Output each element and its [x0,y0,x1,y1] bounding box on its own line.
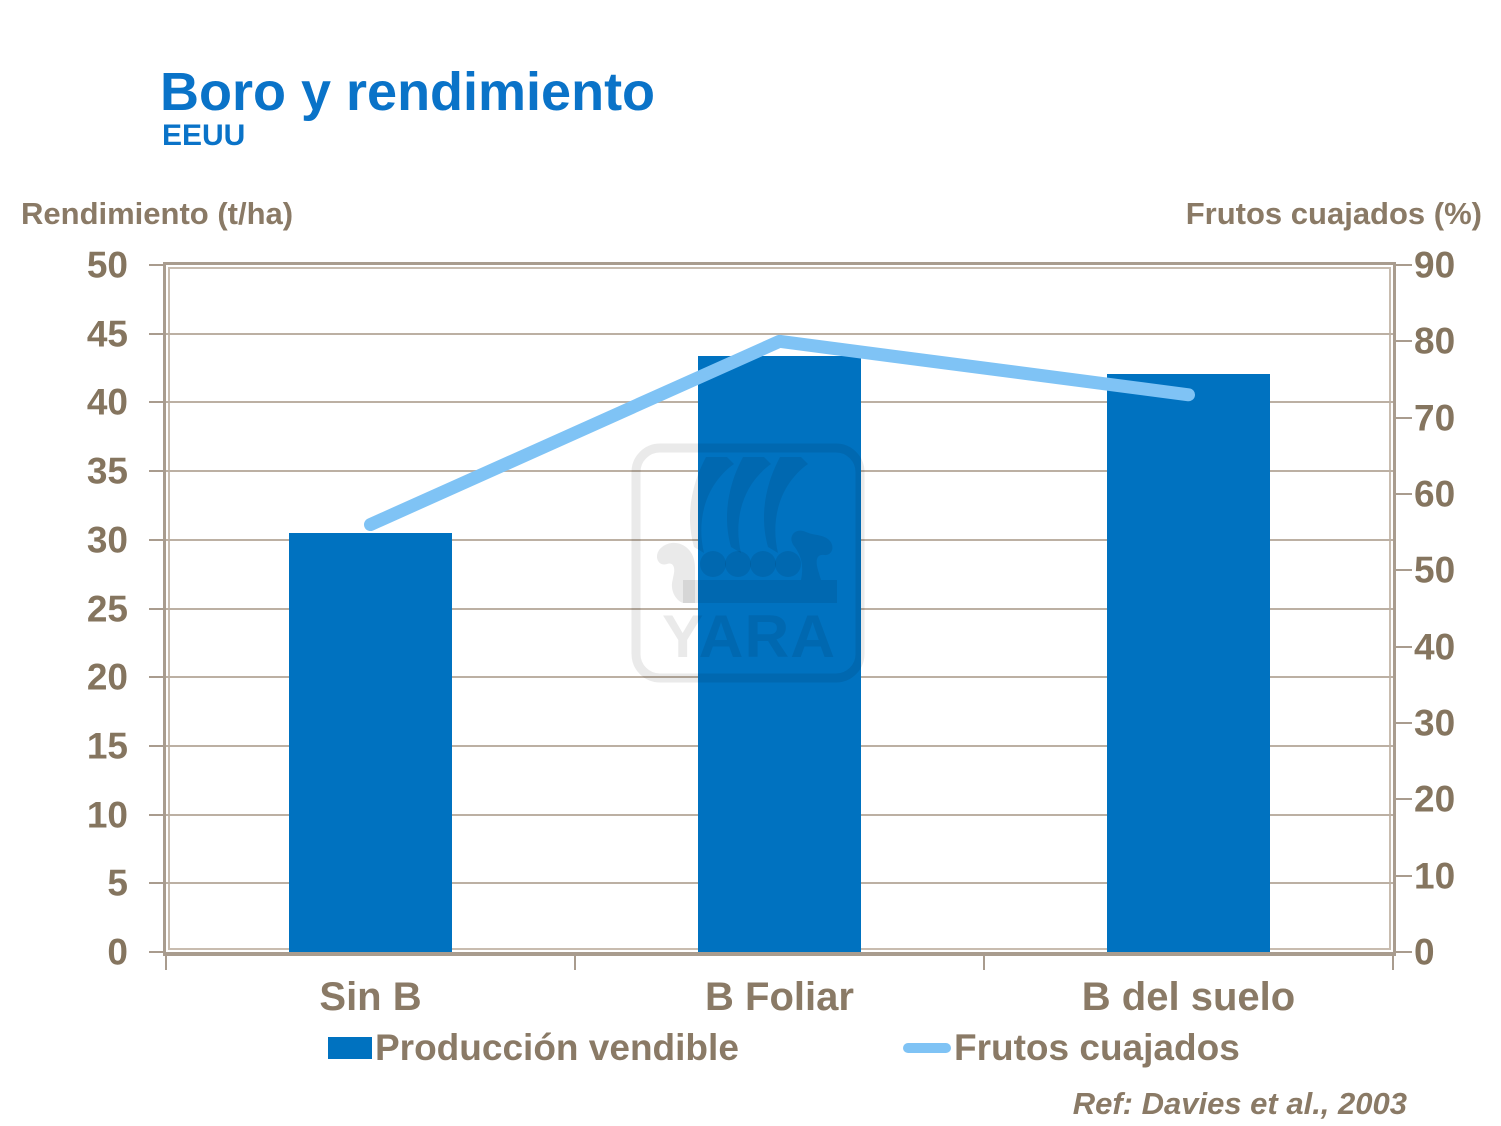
left-axis-tick [149,882,166,885]
y-axis-label-right: 40 [1414,626,1456,668]
left-axis-tick [149,401,166,404]
bar-b-foliar [698,355,861,952]
legend-item-produccion-vendible: Producción vendible [328,1026,739,1070]
left-axis-tick [149,264,166,266]
right-axis-tick [1396,264,1412,266]
y-axis-label-left: 0 [107,931,128,973]
left-axis-tick [149,676,166,679]
left-axis-tick [149,470,166,473]
y-axis-label-left: 25 [86,588,128,629]
plot-area: YARA [163,262,1396,956]
left-axis-tick [149,607,166,610]
y-axis-label-left: 50 [86,244,128,286]
reference-citation: Ref: Davies et al., 2003 [1072,1086,1407,1121]
x-axis-tick [165,956,167,970]
y-axis-label-left: 45 [86,313,128,355]
left-axis-tick [149,951,166,953]
y-axis-label-right: 50 [1414,549,1456,591]
left-axis-tick [149,813,166,816]
x-axis-tick [983,956,985,970]
x-axis-tick [574,956,576,970]
right-axis-tick [1396,569,1412,572]
y-axis-label-right: 0 [1414,931,1435,973]
category-label-sin-b: Sin B [319,975,422,1019]
legend-item-frutos-cuajados: Frutos cuajados [903,1026,1240,1070]
line-series-swatch [903,1043,951,1053]
y-axis-label-right: 80 [1414,320,1456,362]
bar-series-swatch [328,1037,372,1059]
right-axis-tick [1396,874,1412,877]
left-axis-title: Rendimiento (t/ha) [21,196,294,231]
legend-label-line-series: Frutos cuajados [954,1027,1240,1068]
bar-sin-b [289,532,452,952]
bar-b-del-suelo [1107,373,1270,952]
chart-title: Boro y rendimiento [160,62,656,122]
right-axis-tick [1396,951,1412,953]
gridline [166,332,1393,335]
right-axis-tick [1396,340,1412,343]
yara-logo-text: YARA [662,603,836,670]
right-axis-tick [1396,493,1412,495]
y-axis-label-right: 20 [1414,778,1456,820]
right-axis-tick [1396,722,1412,724]
left-axis-tick [149,744,166,747]
y-axis-label-right: 90 [1414,244,1456,286]
left-axis-tick [149,332,166,335]
viking-ship-icon [656,457,837,603]
y-axis-label-left: 5 [107,862,128,904]
x-axis-tick [1392,956,1394,970]
y-axis-label-left: 30 [86,519,128,561]
line-chart-layer [364,334,1195,532]
y-axis-label-left: 15 [86,725,128,767]
y-axis-label-left: 10 [86,794,128,836]
left-axis-tick [149,538,166,541]
y-axis-label-right: 60 [1414,473,1456,515]
y-axis-label-left: 20 [86,656,128,698]
yara-watermark-logo: YARA [631,443,865,683]
category-label-b-del-suelo: B del suelo [1081,975,1296,1019]
y-axis-label-left: 40 [86,381,128,423]
right-axis-title: Frutos cuajados (%) [1185,196,1482,231]
right-axis-tick [1396,645,1412,648]
category-label-b-foliar: B Foliar [705,975,854,1019]
chart-subtitle: EEUU [162,119,246,152]
y-axis-label-right: 70 [1414,397,1456,439]
right-axis-tick [1396,798,1412,801]
yara-logo-frame [631,443,865,683]
y-axis-label-right: 30 [1414,702,1456,744]
right-axis-tick [1396,416,1412,419]
y-axis-label-right: 10 [1414,855,1456,897]
legend-label-bar-series: Producción vendible [375,1027,739,1068]
line-series-frutos-cuajados [364,334,1195,532]
y-axis-label-left: 35 [86,450,128,492]
